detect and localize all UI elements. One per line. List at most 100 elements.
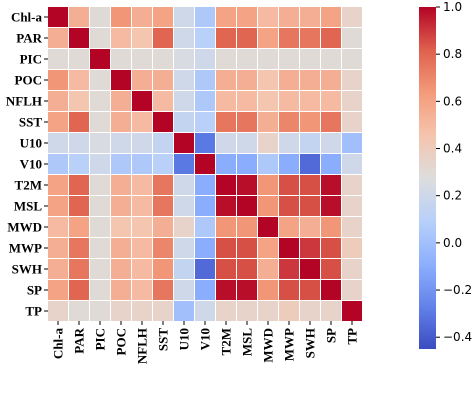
heatmap-cell-SST-U10 <box>174 112 194 132</box>
heatmap-cell-SP-SST <box>153 280 173 300</box>
heatmap-cell-PAR-U10 <box>174 28 194 48</box>
heatmap-cell-POC-MWD <box>258 70 278 90</box>
heatmap-cell-POC-NFLH <box>132 70 152 90</box>
heatmap-cell-T2M-TP <box>342 175 362 195</box>
heatmap-cell-MWP-TP <box>342 238 362 258</box>
heatmap-cell-PAR-PAR <box>69 28 89 48</box>
heatmap-cell-MSL-TP <box>342 196 362 216</box>
heatmap-cell-MWD-TP <box>342 217 362 237</box>
heatmap-cell-TP-SWH <box>300 301 320 321</box>
heatmap-cell-U10-SWH <box>300 133 320 153</box>
heatmap-cell-POC-POC <box>111 70 131 90</box>
heatmap-cell-T2M-SP <box>321 175 341 195</box>
heatmap-cell-PAR-NFLH <box>132 28 152 48</box>
colorbar-gradient <box>419 7 436 349</box>
y-tick-label: SP <box>27 283 42 298</box>
heatmap-cell-PAR-SWH <box>300 28 320 48</box>
heatmap-cell-SST-Chl-a <box>48 112 68 132</box>
heatmap-cell-MWP-SWH <box>300 238 320 258</box>
heatmap-cell-PIC-MSL <box>237 49 257 69</box>
heatmap-cell-SWH-SP <box>321 259 341 279</box>
heatmap-cell-U10-MWP <box>279 133 299 153</box>
heatmap-cell-Chl-a-MWD <box>258 7 278 27</box>
heatmap-cell-PAR-MWD <box>258 28 278 48</box>
heatmap-cell-NFLH-SP <box>321 91 341 111</box>
heatmap-cell-Chl-a-SST <box>153 7 173 27</box>
heatmap-cell-Chl-a-NFLH <box>132 7 152 27</box>
heatmap-cell-T2M-Chl-a <box>48 175 68 195</box>
heatmap-cell-TP-T2M <box>216 301 236 321</box>
heatmap-cell-MWD-V10 <box>195 217 215 237</box>
y-tick-label: POC <box>15 73 42 88</box>
heatmap-cell-PAR-SP <box>321 28 341 48</box>
heatmap-cell-TP-U10 <box>174 301 194 321</box>
heatmap-cell-MSL-NFLH <box>132 196 152 216</box>
heatmap-cell-SWH-TP <box>342 259 362 279</box>
colorbar: 1.0 0.8 0.6 0.4 0.2 0.0 −0.2 −0.4 <box>419 0 472 349</box>
heatmap-cell-MWD-PAR <box>69 217 89 237</box>
heatmap-cell-V10-TP <box>342 154 362 174</box>
heatmap-cell-V10-PIC <box>90 154 110 174</box>
heatmap-cell-MWP-POC <box>111 238 131 258</box>
heatmap-cell-MWP-PAR <box>69 238 89 258</box>
x-tick-label: T2M <box>219 328 234 355</box>
heatmap-cell-SST-PIC <box>90 112 110 132</box>
heatmap-cell-Chl-a-MSL <box>237 7 257 27</box>
heatmap-cell-Chl-a-T2M <box>216 7 236 27</box>
heatmap-cell-SWH-PAR <box>69 259 89 279</box>
colorbar-tick-label: 0.6 <box>443 94 462 108</box>
heatmap-cell-SST-T2M <box>216 112 236 132</box>
heatmap-cell-PIC-NFLH <box>132 49 152 69</box>
heatmap-cell-Chl-a-TP <box>342 7 362 27</box>
heatmap-cell-MWD-T2M <box>216 217 236 237</box>
heatmap-cell-SST-TP <box>342 112 362 132</box>
heatmap-cell-SWH-POC <box>111 259 131 279</box>
heatmap-cell-T2M-MWP <box>279 175 299 195</box>
heatmap-cell-SP-Chl-a <box>48 280 68 300</box>
heatmap-cell-U10-PAR <box>69 133 89 153</box>
heatmap-cell-PIC-SP <box>321 49 341 69</box>
heatmap-cell-TP-SST <box>153 301 173 321</box>
heatmap-cell-POC-SST <box>153 70 173 90</box>
heatmap-cell-NFLH-MWP <box>279 91 299 111</box>
y-tick-label: NFLH <box>6 94 42 109</box>
heatmap-cell-V10-MWP <box>279 154 299 174</box>
heatmap-cell-MWD-MWP <box>279 217 299 237</box>
heatmap-cell-NFLH-U10 <box>174 91 194 111</box>
heatmap-cell-PIC-SWH <box>300 49 320 69</box>
x-axis-labels: Chl-a PAR PIC POC NFLH SST U10 V10 T2M MSL MWD MWP S… <box>51 321 360 364</box>
heatmap-cell-SST-MWP <box>279 112 299 132</box>
heatmap-cell-MWD-PIC <box>90 217 110 237</box>
heatmap-cell-PAR-T2M <box>216 28 236 48</box>
heatmap-cell-V10-MSL <box>237 154 257 174</box>
heatmap-cell-T2M-T2M <box>216 175 236 195</box>
heatmap-cell-MSL-POC <box>111 196 131 216</box>
heatmap-cell-TP-NFLH <box>132 301 152 321</box>
heatmap-cell-V10-SST <box>153 154 173 174</box>
heatmap-cell-V10-MWD <box>258 154 278 174</box>
heatmap-cell-NFLH-PAR <box>69 91 89 111</box>
heatmap-cell-T2M-V10 <box>195 175 215 195</box>
heatmap-cell-SWH-PIC <box>90 259 110 279</box>
heatmap-cell-SST-MSL <box>237 112 257 132</box>
heatmap-cell-SP-MWD <box>258 280 278 300</box>
heatmap-cell-MWD-POC <box>111 217 131 237</box>
heatmap-cell-T2M-SST <box>153 175 173 195</box>
heatmap-cell-SWH-MSL <box>237 259 257 279</box>
heatmap-cell-U10-SP <box>321 133 341 153</box>
heatmap-cell-NFLH-MSL <box>237 91 257 111</box>
heatmap-cell-Chl-a-MWP <box>279 7 299 27</box>
heatmap-cell-T2M-MSL <box>237 175 257 195</box>
heatmap-cell-SP-TP <box>342 280 362 300</box>
heatmap-cell-SST-PAR <box>69 112 89 132</box>
colorbar-tick-label: 0.0 <box>443 236 462 250</box>
heatmap-cell-V10-PAR <box>69 154 89 174</box>
heatmap-cell-MWP-MWP <box>279 238 299 258</box>
heatmap-cell-U10-MSL <box>237 133 257 153</box>
heatmap-cell-MWP-V10 <box>195 238 215 258</box>
heatmap-cell-PIC-PIC <box>90 49 110 69</box>
heatmap-cell-SST-V10 <box>195 112 215 132</box>
y-tick-label: PIC <box>20 52 42 67</box>
heatmap-cell-POC-PAR <box>69 70 89 90</box>
y-axis-labels: Chl-a PAR PIC POC NFLH SST U10 V10 T2M MSL MWD MWP S… <box>6 10 48 319</box>
